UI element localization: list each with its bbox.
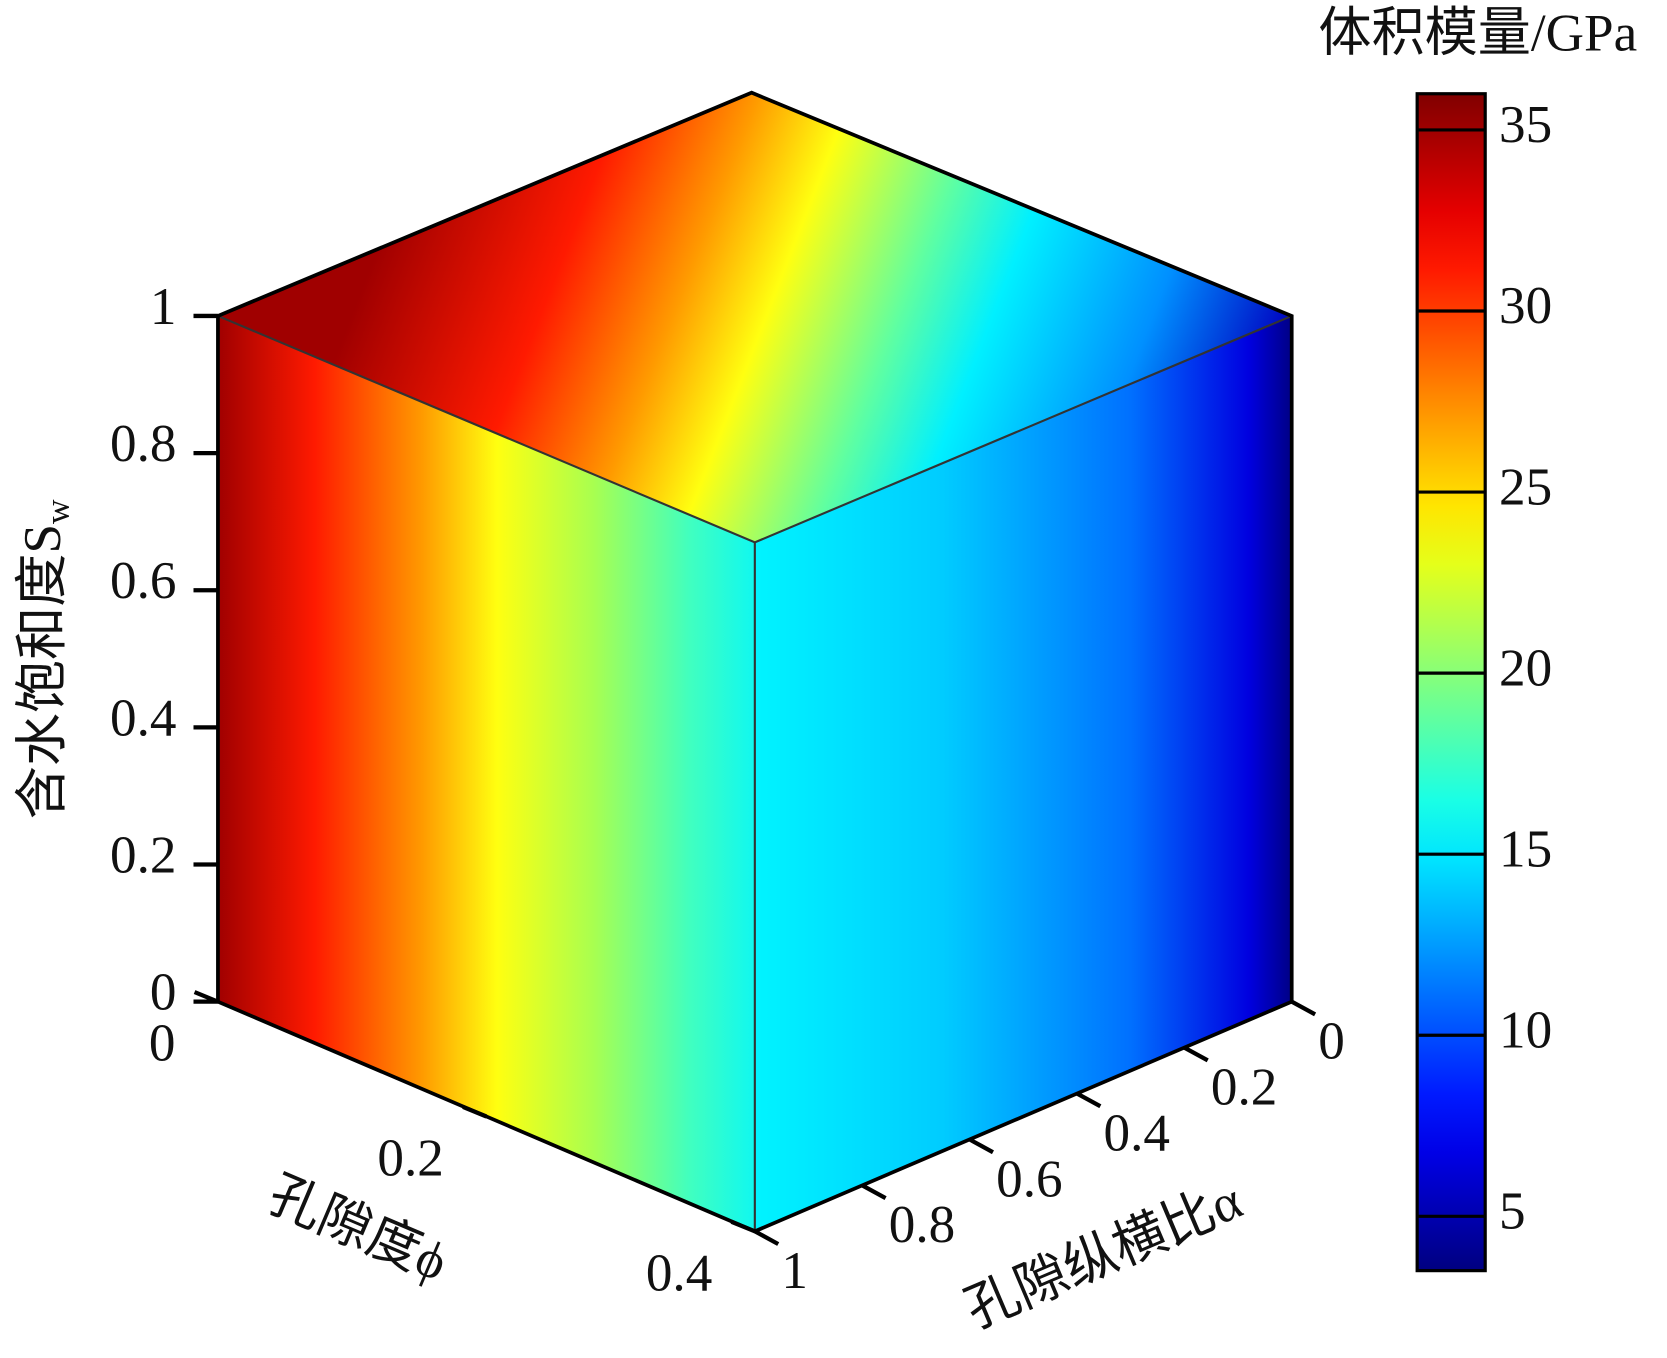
cube-inner-edges — [217, 314, 1293, 544]
y-tick-label: 0.4 — [1104, 1104, 1170, 1162]
colorbar-tick-label: 30 — [1499, 277, 1552, 335]
x-tick — [462, 1104, 488, 1119]
z-tick-label: 0.4 — [110, 689, 176, 747]
colorbar-tick-label: 25 — [1499, 458, 1552, 516]
y-tick — [1183, 1045, 1209, 1063]
y-tick-label: 0.6 — [996, 1150, 1062, 1208]
x-tick-label: 0.2 — [377, 1129, 443, 1187]
x-tick-label: 0 — [149, 1015, 176, 1073]
z-tick-label: 0 — [150, 964, 177, 1022]
z-tick-label: 0.2 — [110, 826, 176, 884]
x-tick — [193, 990, 219, 1004]
z-tick-label: 0.6 — [110, 552, 176, 610]
cube-left-face — [217, 315, 755, 1232]
y-tick — [753, 1229, 780, 1246]
y-tick — [861, 1183, 887, 1200]
colorbar-tick-label: 20 — [1499, 639, 1552, 697]
y-tick-label: 0.2 — [1211, 1058, 1277, 1116]
colorbar — [1415, 92, 1487, 1273]
z-axis-label-sub: w — [39, 499, 76, 524]
z-tick-label: 1 — [150, 278, 177, 336]
y-tick-label: 0 — [1318, 1013, 1345, 1071]
y-tick — [968, 1137, 994, 1155]
y-tick-label: 1 — [781, 1242, 808, 1300]
colorbar-tick-label: 10 — [1499, 1001, 1552, 1059]
colorbar-title: 体积模量/GPa — [1318, 5, 1637, 63]
x-tick — [730, 1219, 756, 1234]
z-axis-label: 含水饱和度Sw — [14, 499, 76, 819]
colorbar-tick-label: 15 — [1499, 820, 1552, 878]
colorbar-tick-label: 35 — [1499, 96, 1552, 154]
cube-right-face — [754, 315, 1292, 1232]
y-tick-label: 0.8 — [889, 1196, 955, 1254]
y-tick — [1290, 999, 1317, 1017]
z-tick-label: 0.8 — [110, 415, 176, 473]
colorbar-tick-label: 5 — [1499, 1183, 1526, 1241]
y-tick — [1075, 1091, 1102, 1109]
x-tick-label: 0.4 — [646, 1244, 712, 1302]
z-axis-label-main: 含水饱和度S — [14, 524, 72, 819]
